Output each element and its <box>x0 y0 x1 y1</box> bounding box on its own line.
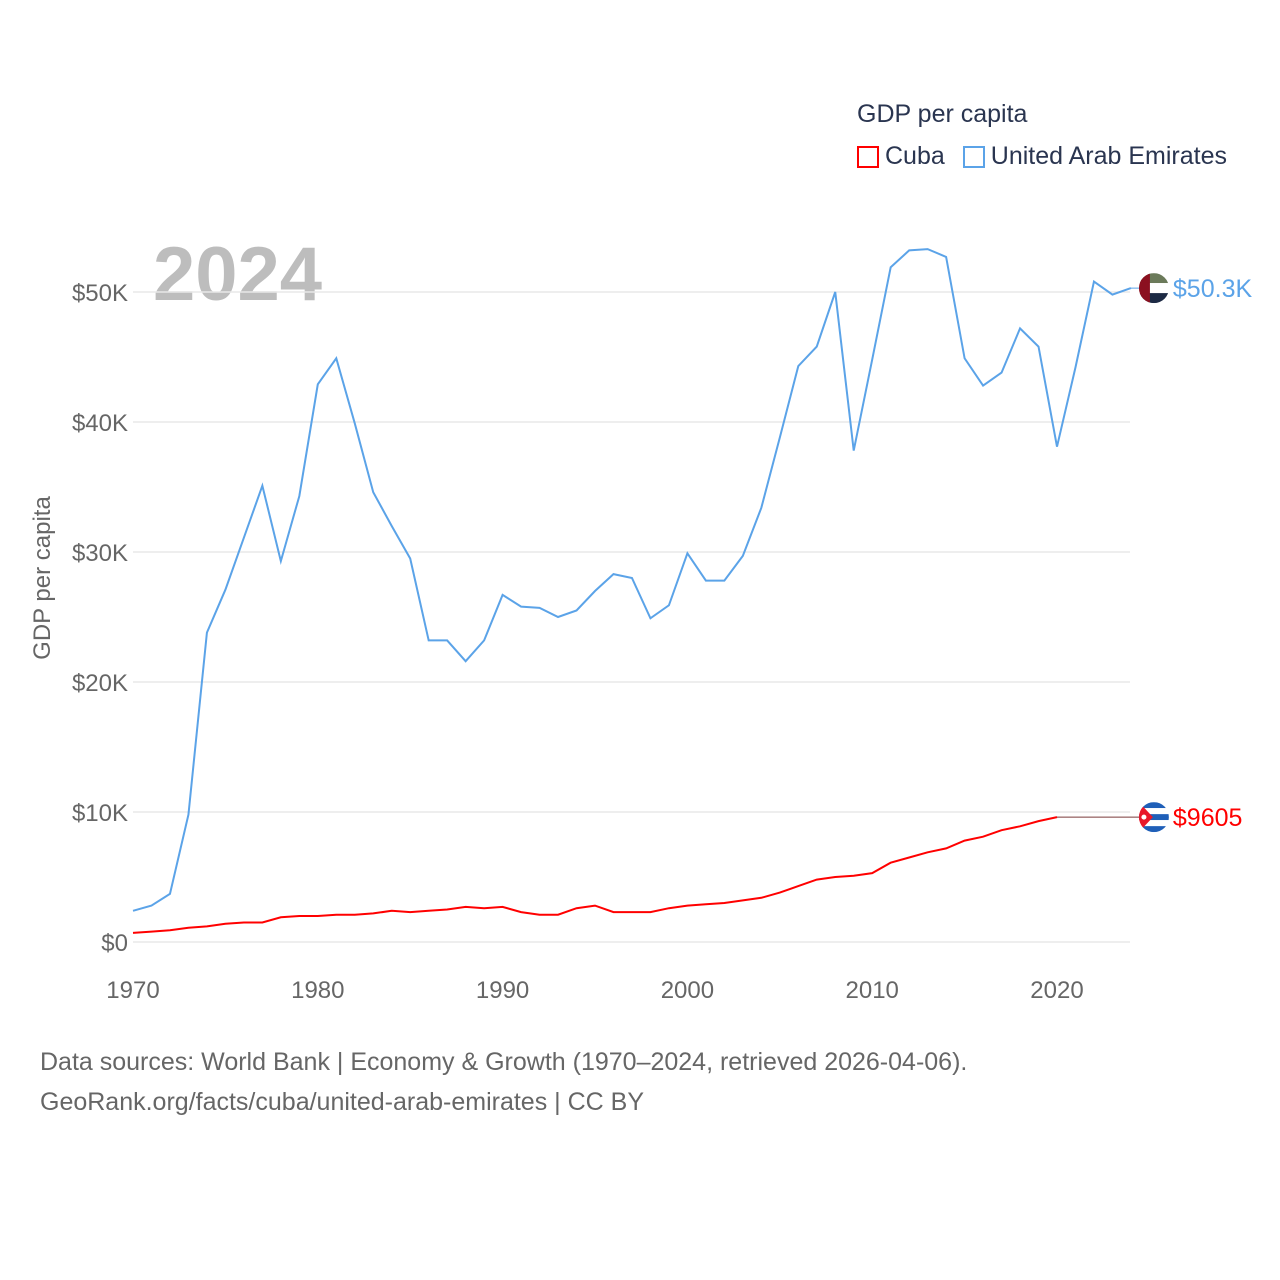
x-tick-label: 2020 <box>1030 977 1083 1004</box>
legend-swatch-cuba <box>857 145 879 168</box>
y-tick-label: $20K <box>72 670 128 697</box>
uae-flag-icon <box>1138 273 1169 304</box>
x-tick-label: 1990 <box>476 977 529 1004</box>
x-tick-label: 1970 <box>106 977 159 1004</box>
series-line-uae <box>132 248 1132 912</box>
footer: Data sources: World Bank | Economy & Gro… <box>40 1042 967 1122</box>
legend-label-cuba: Cuba <box>885 142 945 170</box>
y-tick-label: $30K <box>72 540 128 567</box>
end-value-label: $50.3K <box>1173 275 1253 303</box>
y-tick-label: $0 <box>101 930 128 957</box>
end-value-label: $9605 <box>1173 804 1243 832</box>
series-line-cuba <box>132 816 1058 934</box>
y-axis-label: GDP per capita <box>29 496 56 660</box>
year-label: 2024 <box>153 232 322 317</box>
data-source-text: Data sources: World Bank | Economy & Gro… <box>40 1048 968 1076</box>
y-tick-label: $50K <box>72 280 128 307</box>
y-tick-label: $40K <box>72 410 128 437</box>
x-tick-label: 2010 <box>846 977 899 1004</box>
legend-label-uae: United Arab Emirates <box>990 142 1227 170</box>
legend: Cuba United Arab Emirates <box>857 142 1245 171</box>
x-tick-label: 2000 <box>661 977 714 1004</box>
legend-item-cuba[interactable]: Cuba <box>857 142 945 171</box>
legend-title: GDP per capita <box>857 100 1028 128</box>
cuba-flag-icon <box>1138 802 1169 833</box>
x-tick-label: 1980 <box>291 977 344 1004</box>
legend-item-uae[interactable]: United Arab Emirates <box>962 142 1227 171</box>
source-link[interactable]: GeoRank.org/facts/cuba/united-arab-emira… <box>40 1088 644 1116</box>
y-tick-label: $10K <box>72 800 128 827</box>
legend-swatch-uae <box>962 145 985 168</box>
